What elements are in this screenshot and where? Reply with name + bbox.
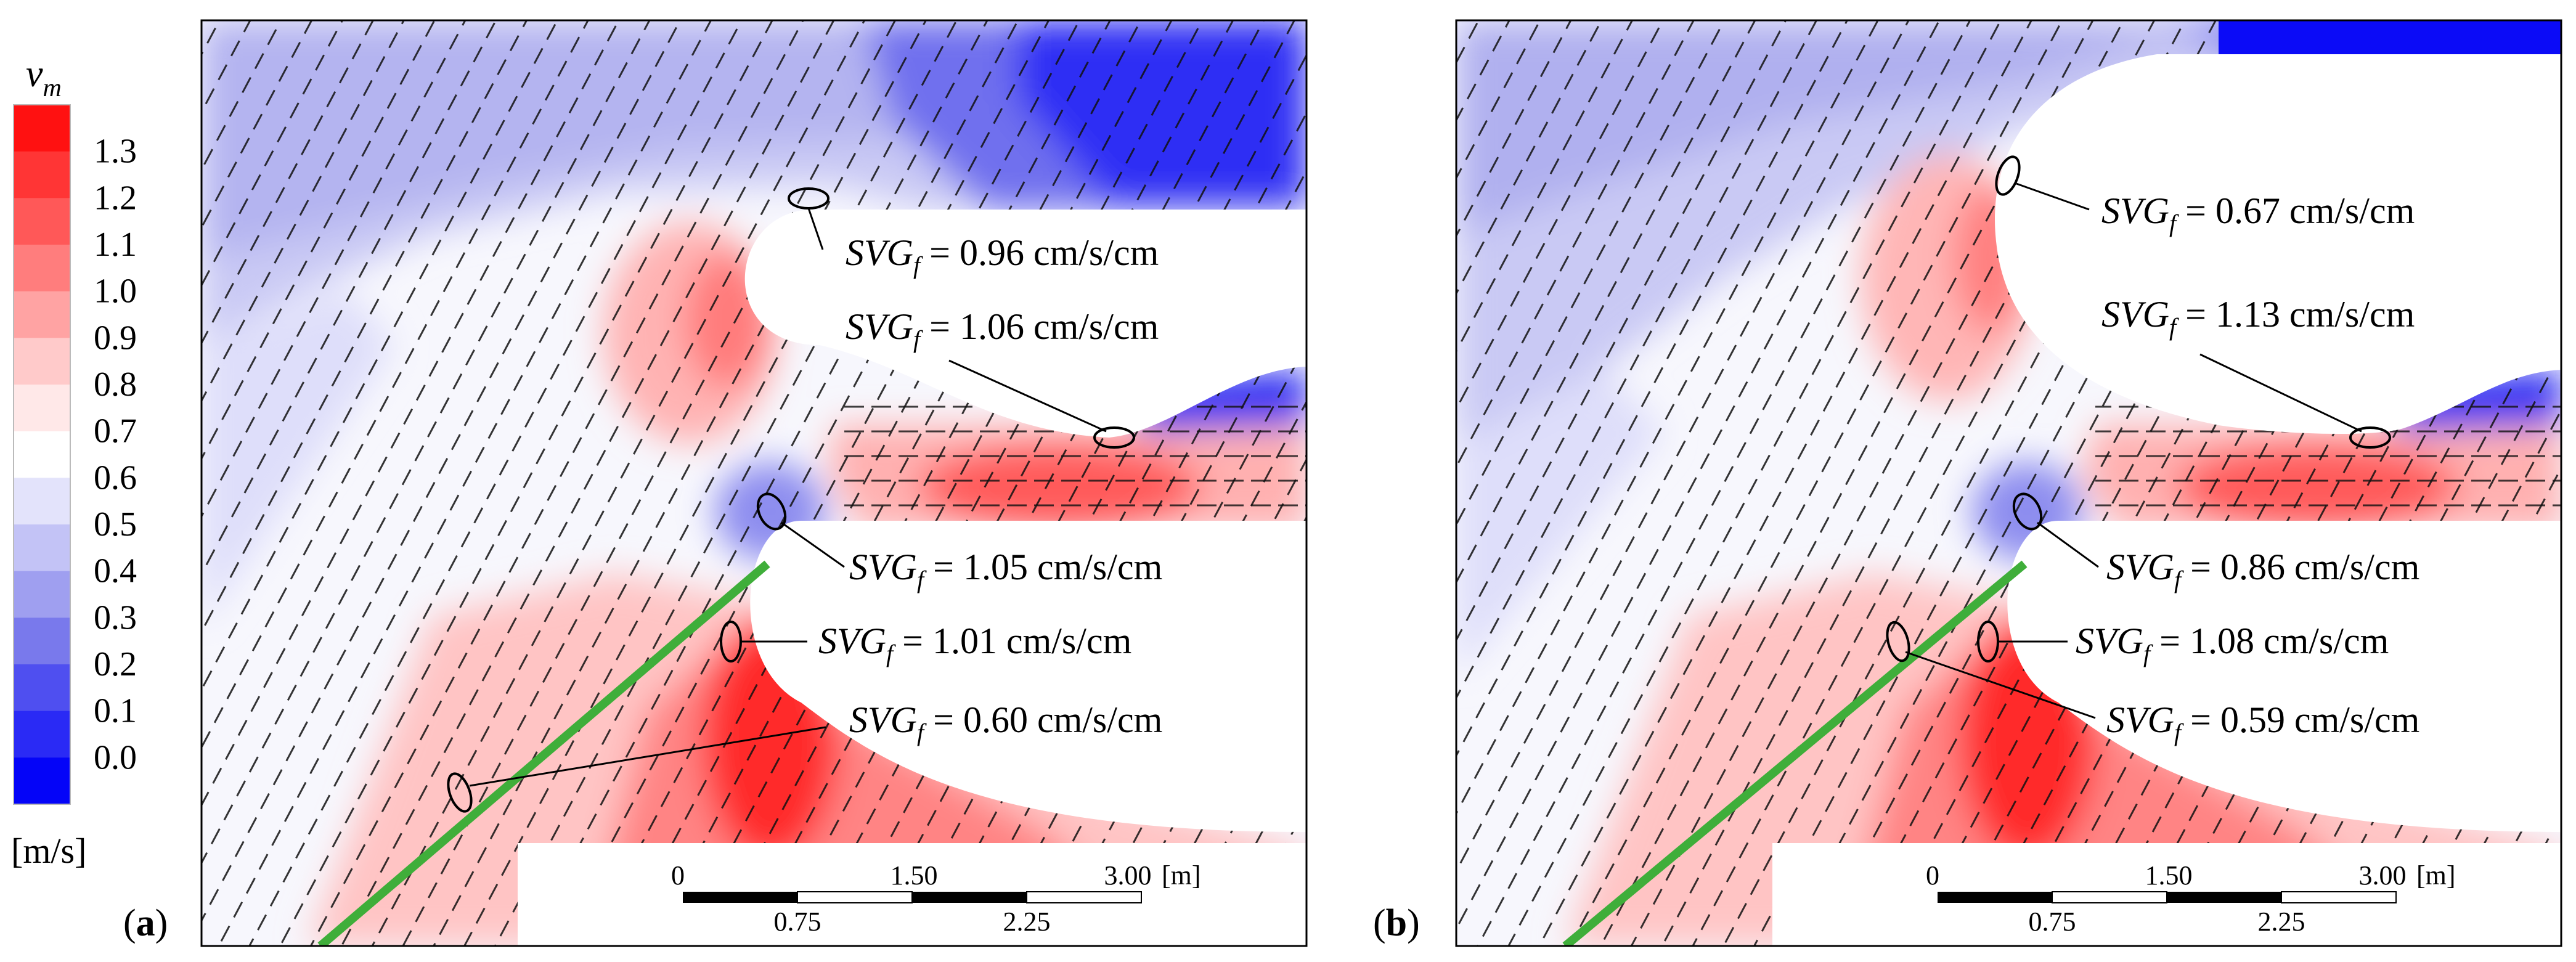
legend-tick-label: 0.1 <box>94 692 137 730</box>
legend-tick-label: 1.1 <box>94 226 137 264</box>
panel-label-b: (b) <box>1373 902 1420 944</box>
annotation-svgf: SVGf = 0.59 cm/s/cm <box>2106 699 2419 746</box>
legend-color-band <box>14 571 70 618</box>
legend-color-band <box>14 711 70 758</box>
island-lower <box>2007 521 2561 832</box>
inlet-line <box>1562 560 2028 946</box>
legend-tick-label: 0.7 <box>94 412 137 450</box>
annotation-svgf: SVGf = 0.86 cm/s/cm <box>2106 547 2419 593</box>
probe-ellipse <box>2012 492 2043 531</box>
legend-color-band <box>14 431 70 478</box>
annotation-svgf: SVGf = 1.06 cm/s/cm <box>846 306 1159 353</box>
probe-ellipse <box>756 492 787 531</box>
panel-label-a: (a) <box>123 902 168 944</box>
scale-tick: 2.25 <box>1003 907 1051 937</box>
legend-tick-label: 1.0 <box>94 272 137 311</box>
legend-tick-label: 0.4 <box>94 552 137 590</box>
scale-tick: 0.75 <box>2029 907 2076 937</box>
annotation-svgf: SVGf = 0.96 cm/s/cm <box>846 232 1159 279</box>
scale-tick: 3.00 <box>1104 860 1152 891</box>
panel-b-annotations: SVGf = 0.67 cm/s/cm SVGf = 1.13 cm/s/cm … <box>2076 190 2419 746</box>
scale-tick: 0 <box>671 860 685 891</box>
legend-tick-label: 1.3 <box>94 132 137 171</box>
probe-ellipse <box>2349 426 2391 449</box>
legend-tick-label: 0.2 <box>94 645 137 683</box>
scale-unit: [m] <box>1162 860 1201 891</box>
annotation-svgf: SVGf = 1.08 cm/s/cm <box>2076 621 2389 667</box>
legend-color-band <box>14 757 70 805</box>
annotation-svgf: SVGf = 1.05 cm/s/cm <box>849 547 1162 593</box>
scale-tick: 3.00 <box>2359 860 2407 891</box>
annotation-svgf: SVGf = 0.60 cm/s/cm <box>849 699 1162 746</box>
scale-tick: 0 <box>1926 860 1939 891</box>
legend-colorbar <box>13 104 71 805</box>
legend-color-band <box>14 338 70 385</box>
island-upper <box>744 210 1306 345</box>
legend-ticks: 1.3 1.2 1.1 1.0 0.9 0.8 0.7 0.6 0.5 0.4 0.3 0.2 0.1 0… <box>94 132 137 777</box>
legend-symbol: vm <box>26 53 62 102</box>
panel-b-frame <box>1455 19 2562 947</box>
scale-tick: 2.25 <box>2258 907 2305 937</box>
legend-color-band <box>14 151 70 198</box>
island-lower <box>750 521 1306 832</box>
legend-tick-label: 0.5 <box>94 505 137 544</box>
legend-color-band <box>14 524 70 572</box>
island-upper <box>1995 54 2561 434</box>
legend-tick-label: 1.2 <box>94 179 137 217</box>
scale-tick: 1.50 <box>891 860 938 891</box>
panel-a: SVGf = 0.96 cm/s/cm SVGf = 1.06 cm/s/cm … <box>123 19 1308 947</box>
legend-tick-label: 0.3 <box>94 598 137 637</box>
scalebar-a: 0 1.50 3.00 [m] 0.75 2.25 <box>671 860 1201 937</box>
legend-color-band <box>14 105 70 152</box>
panel-a-annotations: SVGf = 0.96 cm/s/cm SVGf = 1.06 cm/s/cm … <box>818 232 1162 746</box>
annotation-svgf: SVGf = 1.13 cm/s/cm <box>2101 294 2415 341</box>
scalebar-b: 0 1.50 3.00 [m] 0.75 2.25 <box>1926 860 2456 937</box>
legend-tick-label: 0.9 <box>94 319 137 357</box>
probe-ellipse <box>447 772 473 813</box>
annotation-svgf: SVGf = 0.67 cm/s/cm <box>2101 190 2415 237</box>
scale-unit: [m] <box>2416 860 2456 891</box>
color-legend: vm 1.3 1.2 1.1 1.0 0.9 0.8 0.7 0.6 0.5 0.4 0.3 0.2 0… <box>11 53 137 871</box>
legend-color-band <box>14 198 70 245</box>
panel-a-frame <box>200 19 1308 947</box>
scale-tick: 1.50 <box>2145 860 2193 891</box>
legend-tick-label: 0.8 <box>94 365 137 404</box>
legend-tick-label: 0.0 <box>94 738 137 777</box>
legend-color-band <box>14 478 70 525</box>
legend-color-band <box>14 245 70 292</box>
legend-color-band <box>14 618 70 665</box>
inlet-line <box>317 560 770 946</box>
legend-color-band <box>14 385 70 432</box>
legend-color-band <box>14 291 70 338</box>
scale-tick: 0.75 <box>774 907 821 937</box>
legend-unit: [m/s] <box>11 831 86 871</box>
probe-ellipse <box>1093 426 1135 449</box>
legend-color-band <box>14 664 70 712</box>
legend-tick-label: 0.6 <box>94 459 137 497</box>
annotation-svgf: SVGf = 1.01 cm/s/cm <box>818 621 1131 667</box>
probe-ellipse <box>1886 621 1910 662</box>
probe-ellipse <box>1995 155 2021 196</box>
panel-b: SVGf = 0.67 cm/s/cm SVGf = 1.13 cm/s/cm … <box>1373 19 2562 947</box>
